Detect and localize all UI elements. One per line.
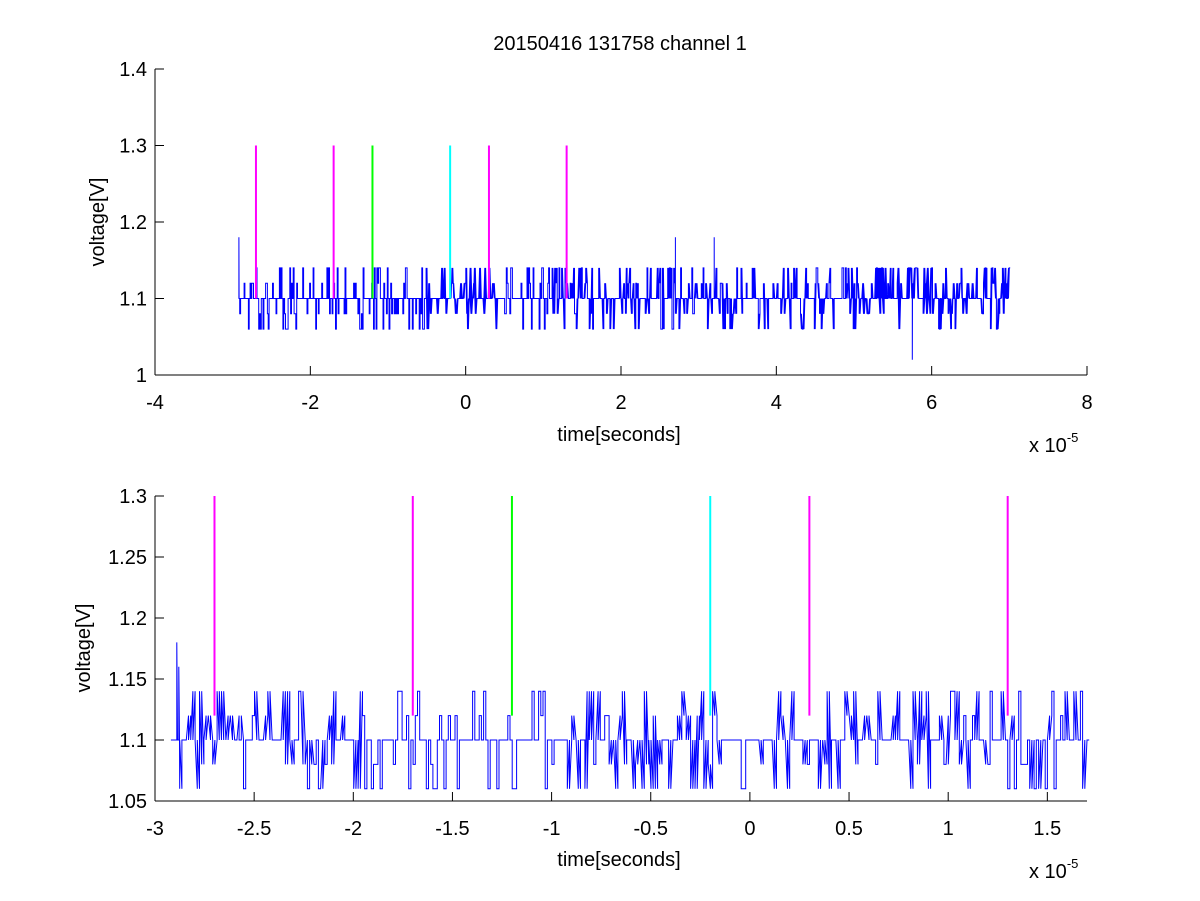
top-y-tick-label: 1.4 [119, 59, 147, 81]
bottom-plot-area [155, 496, 1087, 801]
top-x-tick-label: 4 [771, 392, 782, 414]
top-x-tick-label: -4 [146, 392, 164, 414]
top-tick-layer: -4 -2 0 2 4 6 8 1 1.1 1.2 1.3 1.4 [119, 59, 1092, 414]
top-subplot: -4 -2 0 2 4 6 8 1 1.1 1.2 1.3 1.4 time[seconds] vol… [87, 59, 1093, 457]
top-x-tick-label: 0 [460, 392, 471, 414]
bottom-x-axis-label: time[seconds] [557, 849, 680, 871]
bottom-x-tick-label: 1 [943, 818, 954, 840]
bottom-marker-layer [213, 496, 1009, 716]
bottom-x-tick-label: -1.5 [435, 818, 469, 840]
bottom-x-exponent: x 10-5 [1029, 856, 1078, 883]
top-y-tick-label: 1.2 [119, 212, 147, 234]
bottom-x-tick-label: -2.5 [237, 818, 271, 840]
bottom-tick-layer: -3 -2.5 -2 -1.5 -1 -0.5 0 0.5 1 1.5 1.05 1.1 1.15 1.2… [108, 486, 1061, 840]
bottom-x-exponent-base: x 10 [1029, 861, 1067, 883]
bottom-x-tick-label: -3 [146, 818, 164, 840]
bottom-x-tick-label: -2 [344, 818, 362, 840]
bottom-y-tick-label: 1.1 [119, 730, 147, 752]
bottom-x-tick-label: 0 [744, 818, 755, 840]
bottom-y-tick-label: 1.15 [108, 669, 147, 691]
top-x-tick-label: 8 [1081, 392, 1092, 414]
top-x-axis-label: time[seconds] [557, 424, 680, 446]
top-y-axis-label: voltage[V] [87, 178, 109, 267]
bottom-x-tick-label: -1 [543, 818, 561, 840]
top-y-tick-label: 1.3 [119, 136, 147, 158]
top-x-tick-label: 6 [926, 392, 937, 414]
top-marker-layer [254, 145, 568, 299]
top-signal-line [238, 237, 1011, 360]
top-x-exponent-base: x 10 [1029, 435, 1067, 457]
figure-title: 20150416 131758 channel 1 [493, 33, 747, 55]
bottom-y-tick-label: 1.25 [108, 547, 147, 569]
bottom-y-tick-label: 1.3 [119, 486, 147, 508]
bottom-x-tick-label: 1.5 [1033, 818, 1061, 840]
top-x-exponent: x 10-5 [1029, 430, 1078, 457]
bottom-x-exponent-power: -5 [1067, 856, 1079, 871]
top-signal-layer [238, 237, 1011, 360]
bottom-x-tick-label: 0.5 [835, 818, 863, 840]
bottom-x-tick-label: -0.5 [634, 818, 668, 840]
bottom-subplot: -3 -2.5 -2 -1.5 -1 -0.5 0 0.5 1 1.5 1.05 1.1 1.15 1.2… [73, 486, 1090, 883]
top-y-tick-label: 1 [136, 365, 147, 387]
bottom-y-tick-label: 1.2 [119, 608, 147, 630]
top-x-tick-label: -2 [301, 392, 319, 414]
bottom-axes [154, 496, 1087, 802]
bottom-signal-line [170, 642, 1090, 790]
bottom-y-axis-label: voltage[V] [73, 604, 95, 693]
top-y-tick-label: 1.1 [119, 289, 147, 311]
top-plot-area [155, 69, 1087, 375]
top-x-exponent-power: -5 [1067, 430, 1079, 445]
bottom-y-tick-label: 1.05 [108, 791, 147, 813]
top-x-tick-label: 2 [615, 392, 626, 414]
bottom-signal-layer [170, 642, 1090, 790]
